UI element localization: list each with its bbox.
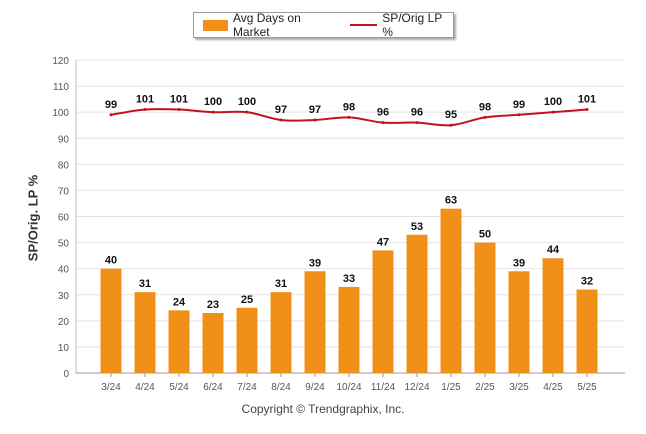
line-data-label: 99 [105,99,117,111]
x-tick-label: 2/25 [475,382,495,393]
x-tick-label: 6/24 [203,382,223,393]
bar-data-label: 39 [309,257,321,269]
line-point [279,118,283,122]
line-point [347,115,351,119]
bar-data-label: 33 [343,273,355,285]
bar-data-label: 32 [581,276,593,288]
y-tick-label: 60 [58,213,70,224]
line-point [415,121,419,125]
bar-data-label: 44 [547,244,560,256]
line-point [143,108,147,112]
y-tick-label: 100 [52,108,69,119]
bar [440,208,462,373]
line-data-label: 98 [343,101,355,113]
x-tick-label: 5/24 [169,382,189,393]
bar-data-label: 50 [479,229,491,241]
y-tick-label: 80 [58,160,70,171]
line-point [551,110,555,114]
y-tick-label: 20 [58,317,70,328]
line-data-label: 101 [170,94,188,106]
bar-data-label: 25 [241,294,253,306]
bar-data-label: 40 [105,255,117,267]
bar [406,234,428,373]
y-tick-label: 70 [58,186,70,197]
line-data-label: 95 [445,109,457,121]
line-point [211,110,215,114]
line-point [585,108,589,112]
bar [372,250,394,373]
line-data-label: 99 [513,99,525,111]
y-tick-label: 110 [53,82,69,93]
line-point [177,108,181,112]
bar-data-label: 23 [207,299,219,311]
line-data-label: 100 [238,96,256,108]
line-data-label: 101 [136,94,154,106]
bar [474,242,496,373]
bar [338,286,360,373]
x-tick-label: 4/24 [135,382,155,393]
bar [508,271,530,373]
line-point [449,123,453,127]
y-tick-label: 30 [58,291,70,302]
x-tick-label: 7/24 [237,382,257,393]
bar [236,307,258,373]
legend-line-swatch [350,24,378,26]
copyright-text: Copyright © Trendgraphix, Inc. [241,402,405,416]
line-data-label: 100 [544,96,562,108]
x-tick-label: 9/24 [305,382,325,393]
y-tick-label: 40 [58,265,70,276]
x-tick-label: 1/25 [441,382,461,393]
bar [270,292,292,373]
x-tick-label: 12/24 [404,382,429,393]
x-tick-label: 3/25 [509,382,529,393]
line-point [483,115,487,119]
bar-data-label: 31 [139,278,151,290]
bar-data-label: 39 [513,257,525,269]
bar-data-label: 31 [275,278,287,290]
line-point [313,118,317,122]
bar [542,258,564,373]
chart-legend: Avg Days on Market SP/Orig LP % [193,11,454,39]
line-data-label: 96 [411,107,423,119]
x-tick-label: 4/25 [543,382,563,393]
bar [202,313,224,373]
y-tick-label: 50 [58,239,70,250]
legend-bar-label: Avg Days on Market [232,11,301,39]
bar [304,271,326,373]
line-data-label: 97 [309,104,321,116]
line-data-label: 101 [578,94,596,106]
line-data-label: 97 [275,104,287,116]
y-axis-title: SP/Orig. LP % [25,174,41,262]
x-tick-label: 5/25 [577,382,597,393]
bar-data-label: 24 [173,296,186,308]
x-tick-label: 10/24 [336,382,361,393]
bar-data-label: 63 [445,195,457,207]
bar [576,289,598,373]
line-point [109,113,113,117]
bar-data-label: 53 [411,221,423,233]
line-point [381,121,385,125]
line-data-label: 100 [204,96,222,108]
x-tick-label: 8/24 [271,382,291,393]
y-tick-label: 10 [58,343,70,354]
line-point [517,113,521,117]
legend-line-label: SP/Orig LP % [382,11,443,39]
legend-bar-swatch [203,19,228,31]
x-tick-label: 11/24 [371,382,396,393]
bar [134,292,156,373]
line-data-label: 98 [479,101,491,113]
x-tick-label: 3/24 [101,382,121,393]
line-point [245,110,249,114]
bar-data-label: 47 [377,236,389,248]
line-data-label: 96 [377,107,389,119]
y-tick-label: 120 [52,56,69,67]
y-tick-label: 0 [63,369,69,380]
y-tick-label: 90 [58,134,70,145]
bar [100,268,122,373]
bar [168,310,190,373]
